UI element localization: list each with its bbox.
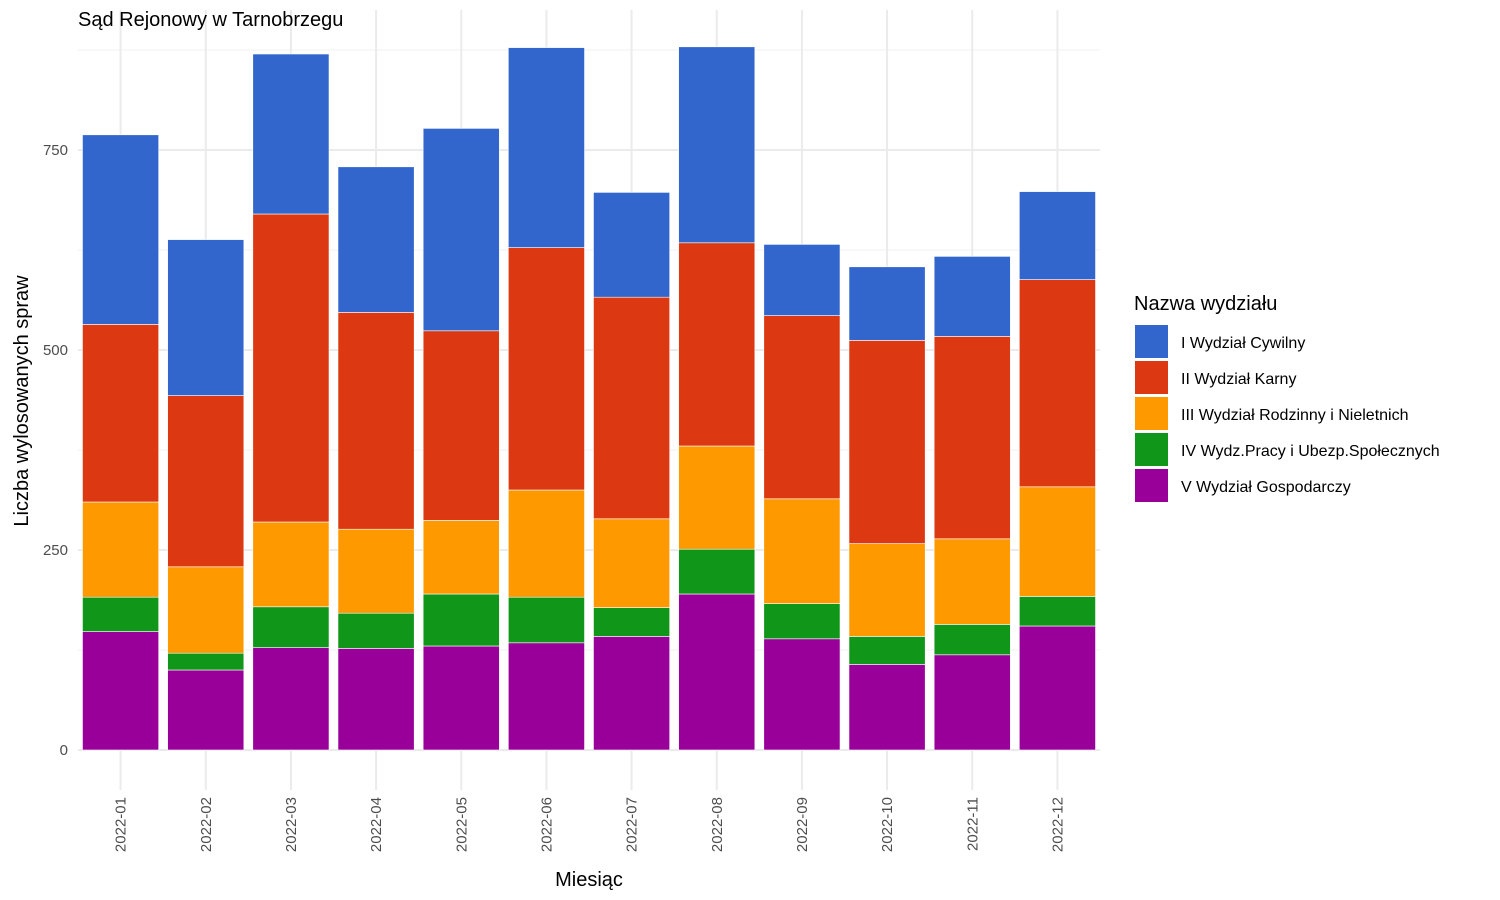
x-tick-label: 2022-05 [453,797,470,852]
legend-swatch [1135,397,1168,430]
bar-2022-03-v-wydzia-gospodarczy [252,647,330,751]
legend-label: I Wydział Cywilny [1181,335,1305,352]
bar-2022-11-iii-wydzia-rodzinny-i-nieletnich [933,538,1011,625]
bar-2022-08-v-wydzia-gospodarczy [678,593,756,751]
bar-2022-06-iii-wydzia-rodzinny-i-nieletnich [508,489,585,598]
bar-2022-05-i-wydzia-cywilny [422,128,500,332]
y-tick-label: 500 [43,342,68,359]
legend: Nazwa wydziału I Wydział Cywilny II Wydzi… [1134,293,1440,502]
bar-2022-05-ii-wydzia-karny [422,330,500,521]
bar-2022-03-i-wydzia-cywilny [252,53,330,215]
bar-2022-07-v-wydzia-gospodarczy [593,636,670,751]
bar-2022-04-ii-wydzia-karny [337,312,415,530]
bar-2022-01-v-wydzia-gospodarczy [82,631,159,751]
x-tick-label: 2022-06 [538,797,555,852]
chart-title: Sąd Rejonowy w Tarnobrzegu [78,9,343,31]
bar-2022-09-iv-wydz-pracy-i-ubezp-spo-ecznych [763,603,841,640]
bar-2022-12-ii-wydzia-karny [1019,279,1096,488]
bar-2022-08-ii-wydzia-karny [678,242,756,447]
bar-2022-07-i-wydzia-cywilny [593,192,670,298]
bar-2022-07-ii-wydzia-karny [593,296,670,520]
x-axis-ticks: 2022-01 2022-02 2022-03 2022-04 2022-05 2022-… [113,797,1067,852]
bars [82,46,1096,751]
legend-swatch [1135,361,1168,394]
y-tick-label: 0 [60,742,68,759]
bar-2022-07-iii-wydzia-rodzinny-i-nieletnich [593,518,670,608]
bar-2022-11-v-wydzia-gospodarczy [933,654,1011,751]
bar-2022-11-ii-wydzia-karny [933,336,1011,540]
x-tick-label: 2022-04 [368,797,385,852]
bar-2022-04-iv-wydz-pracy-i-ubezp-spo-ecznych [337,612,415,649]
bar-2022-05-iii-wydzia-rodzinny-i-nieletnich [422,520,500,595]
bar-2022-10-v-wydzia-gospodarczy [848,664,926,751]
bar-2022-02-i-wydzia-cywilny [167,239,245,396]
x-tick-label: 2022-03 [283,797,300,852]
bar-2022-04-iii-wydzia-rodzinny-i-nieletnich [337,528,415,614]
bar-2022-01-iii-wydzia-rodzinny-i-nieletnich [82,501,159,598]
bar-2022-11-iv-wydz-pracy-i-ubezp-spo-ecznych [933,624,1011,656]
legend-label: II Wydział Karny [1181,371,1296,388]
bar-2022-03-ii-wydzia-karny [252,213,330,523]
bar-2022-03-iii-wydzia-rodzinny-i-nieletnich [252,521,330,608]
x-tick-label: 2022-10 [879,797,896,852]
x-axis-title: Miesiąc [555,869,623,891]
bar-2022-09-iii-wydzia-rodzinny-i-nieletnich [763,498,841,604]
x-tick-label: 2022-11 [964,797,981,851]
bar-2022-07-iv-wydz-pracy-i-ubezp-spo-ecznych [593,607,670,637]
bar-2022-06-ii-wydzia-karny [508,247,585,491]
bar-2022-11-i-wydzia-cywilny [933,256,1011,337]
bar-2022-12-iv-wydz-pracy-i-ubezp-spo-ecznych [1019,596,1096,627]
legend-swatch [1135,433,1168,466]
legend-label: IV Wydz.Pracy i Ubezp.Społecznych [1181,443,1440,460]
bar-2022-05-iv-wydz-pracy-i-ubezp-spo-ecznych [422,593,500,647]
bar-2022-02-iii-wydzia-rodzinny-i-nieletnich [167,566,245,654]
bar-2022-12-v-wydzia-gospodarczy [1019,625,1096,751]
bar-2022-01-i-wydzia-cywilny [82,134,159,325]
bar-2022-06-v-wydzia-gospodarczy [508,642,585,751]
bar-2022-10-iv-wydz-pracy-i-ubezp-spo-ecznych [848,636,926,665]
bar-2022-09-ii-wydzia-karny [763,315,841,500]
bar-2022-06-i-wydzia-cywilny [508,47,585,248]
bar-2022-01-ii-wydzia-karny [82,324,159,503]
legend-label: V Wydział Gospodarczy [1181,479,1351,496]
bar-2022-03-iv-wydz-pracy-i-ubezp-spo-ecznych [252,606,330,648]
y-axis-title: Liczba wylosowanych spraw [11,275,33,527]
bar-2022-01-iv-wydz-pracy-i-ubezp-spo-ecznych [82,596,159,632]
bar-2022-12-iii-wydzia-rodzinny-i-nieletnich [1019,486,1096,597]
bar-2022-09-i-wydzia-cywilny [763,244,841,316]
y-axis-ticks: 0 250 500 750 [43,142,68,759]
bar-2022-10-i-wydzia-cywilny [848,266,926,341]
x-tick-label: 2022-01 [113,797,130,852]
bar-2022-04-v-wydzia-gospodarczy [337,648,415,751]
legend-label: III Wydział Rodzinny i Nieletnich [1181,407,1409,424]
bar-2022-10-ii-wydzia-karny [848,340,926,544]
y-tick-label: 250 [43,542,68,559]
bar-2022-02-iv-wydz-pracy-i-ubezp-spo-ecznych [167,652,245,671]
legend-title: Nazwa wydziału [1134,293,1277,315]
x-tick-label: 2022-12 [1049,797,1066,852]
bar-2022-05-v-wydzia-gospodarczy [422,645,500,751]
bar-2022-02-ii-wydzia-karny [167,395,245,568]
bar-2022-04-i-wydzia-cywilny [337,166,415,313]
x-tick-label: 2022-07 [624,797,641,852]
bar-2022-08-iv-wydz-pracy-i-ubezp-spo-ecznych [678,548,756,595]
x-tick-label: 2022-02 [198,797,215,852]
legend-swatch [1135,469,1168,502]
bar-2022-08-iii-wydzia-rodzinny-i-nieletnich [678,445,756,550]
bar-2022-08-i-wydzia-cywilny [678,46,756,244]
bar-2022-12-i-wydzia-cywilny [1019,191,1096,280]
legend-swatch [1135,325,1168,358]
x-tick-label: 2022-08 [709,797,726,852]
bar-2022-09-v-wydzia-gospodarczy [763,638,841,751]
bar-2022-02-v-wydzia-gospodarczy [167,669,245,751]
x-tick-label: 2022-09 [794,797,811,852]
bar-2022-10-iii-wydzia-rodzinny-i-nieletnich [848,543,926,637]
y-tick-label: 750 [43,142,68,159]
bar-2022-06-iv-wydz-pracy-i-ubezp-spo-ecznych [508,596,585,644]
